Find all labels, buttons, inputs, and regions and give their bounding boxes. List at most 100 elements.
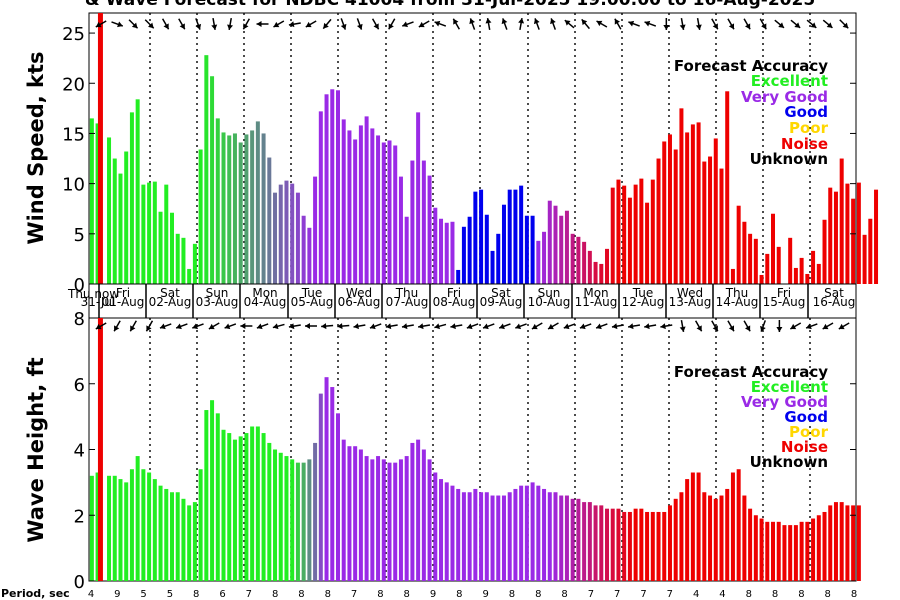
- bar: [393, 145, 398, 284]
- bar: [645, 511, 650, 581]
- bar: [616, 179, 621, 284]
- bar: [771, 521, 776, 581]
- period-value: 8: [377, 589, 383, 600]
- bar: [845, 505, 850, 581]
- direction-arrow: [192, 323, 204, 330]
- wave-legend-unknown: Unknown: [750, 453, 828, 471]
- bar: [89, 118, 94, 284]
- day-name: Thu: [395, 286, 419, 300]
- wave-arrows: [95, 319, 850, 333]
- direction-arrow: [564, 19, 575, 29]
- bar: [530, 482, 535, 581]
- direction-arrow: [743, 18, 751, 30]
- bar: [765, 521, 770, 581]
- bar: [719, 495, 724, 581]
- day-name: Mon: [252, 286, 277, 300]
- bar: [89, 475, 94, 581]
- bar: [559, 495, 564, 581]
- bar: [427, 459, 432, 581]
- bar: [381, 142, 386, 284]
- direction-arrow: [208, 322, 220, 330]
- bar: [267, 442, 272, 581]
- direction-arrow: [321, 323, 334, 330]
- bar: [152, 181, 157, 284]
- direction-arrow: [353, 323, 366, 330]
- day-date: 03-Aug: [196, 295, 239, 309]
- period-value: 9: [114, 589, 120, 600]
- bar: [564, 210, 569, 284]
- y-tick-label: 20: [62, 74, 85, 95]
- bar: [828, 505, 833, 581]
- bar: [461, 492, 466, 581]
- bar: [593, 261, 598, 284]
- day-date: 16-Aug: [813, 295, 856, 309]
- bar: [496, 495, 501, 581]
- direction-arrow: [774, 19, 785, 29]
- bar: [467, 492, 472, 581]
- bar: [353, 139, 358, 284]
- bar: [736, 469, 741, 581]
- bar: [622, 185, 627, 284]
- day-date: 06-Aug: [338, 295, 381, 309]
- wind-legend-very-good: Very Good: [741, 88, 828, 106]
- bar: [221, 132, 226, 284]
- bar: [370, 128, 375, 284]
- day-date: 13-Aug: [669, 295, 712, 309]
- direction-arrow: [175, 323, 188, 330]
- wind-legend-poor: Poor: [789, 119, 829, 137]
- bar: [347, 446, 352, 581]
- bar: [650, 179, 655, 284]
- period-value: 8: [404, 589, 410, 600]
- direction-arrow: [644, 20, 657, 27]
- bar: [124, 151, 129, 284]
- bar: [112, 158, 117, 284]
- bar: [610, 187, 615, 284]
- wave-grid: [149, 318, 811, 581]
- bar: [524, 485, 529, 581]
- bar: [845, 183, 850, 284]
- bar: [129, 112, 134, 284]
- direction-arrow: [760, 320, 766, 332]
- direction-arrow: [418, 20, 430, 28]
- bar: [313, 176, 318, 284]
- bar: [833, 502, 838, 581]
- bar: [198, 149, 203, 284]
- bar: [742, 495, 747, 581]
- bar: [364, 116, 369, 284]
- period-value: 8: [561, 589, 567, 600]
- period-value: 8: [456, 589, 462, 600]
- wind-legend-heading: Forecast Accuracy: [674, 57, 828, 75]
- bar: [227, 433, 232, 581]
- direction-arrow: [304, 323, 317, 329]
- direction-arrow: [515, 323, 527, 330]
- bar: [278, 184, 283, 284]
- bar: [793, 267, 798, 284]
- bar: [439, 479, 444, 581]
- bar: [152, 479, 157, 581]
- bar: [484, 214, 489, 284]
- bar: [255, 426, 260, 581]
- direction-arrow: [434, 323, 447, 330]
- direction-arrow: [305, 20, 317, 28]
- day-date: 31-Jul: [81, 295, 116, 309]
- period-values: 4 9 5 5 8 6 7 8 8 8 7 8 8 9 8 9 8 8 8 7 7 7 7 4 4 8 8 8 8 8: [88, 589, 857, 600]
- bar: [181, 498, 186, 581]
- wind-legend-noise: Noise: [781, 135, 828, 153]
- period-label: Period, sec: [1, 587, 70, 600]
- bar: [542, 488, 547, 581]
- bar: [444, 482, 449, 581]
- bar: [141, 184, 146, 284]
- bar: [702, 492, 707, 581]
- bar: [307, 459, 312, 581]
- direction-arrow: [789, 322, 802, 330]
- bar: [513, 488, 518, 581]
- bar: [215, 413, 220, 581]
- bar: [599, 263, 604, 284]
- direction-arrow: [663, 18, 670, 30]
- bar: [799, 521, 804, 581]
- bar: [232, 133, 237, 284]
- direction-arrow: [273, 20, 285, 28]
- bar: [95, 123, 100, 284]
- wave-legend-excellent: Excellent: [751, 378, 828, 396]
- bar: [215, 118, 220, 284]
